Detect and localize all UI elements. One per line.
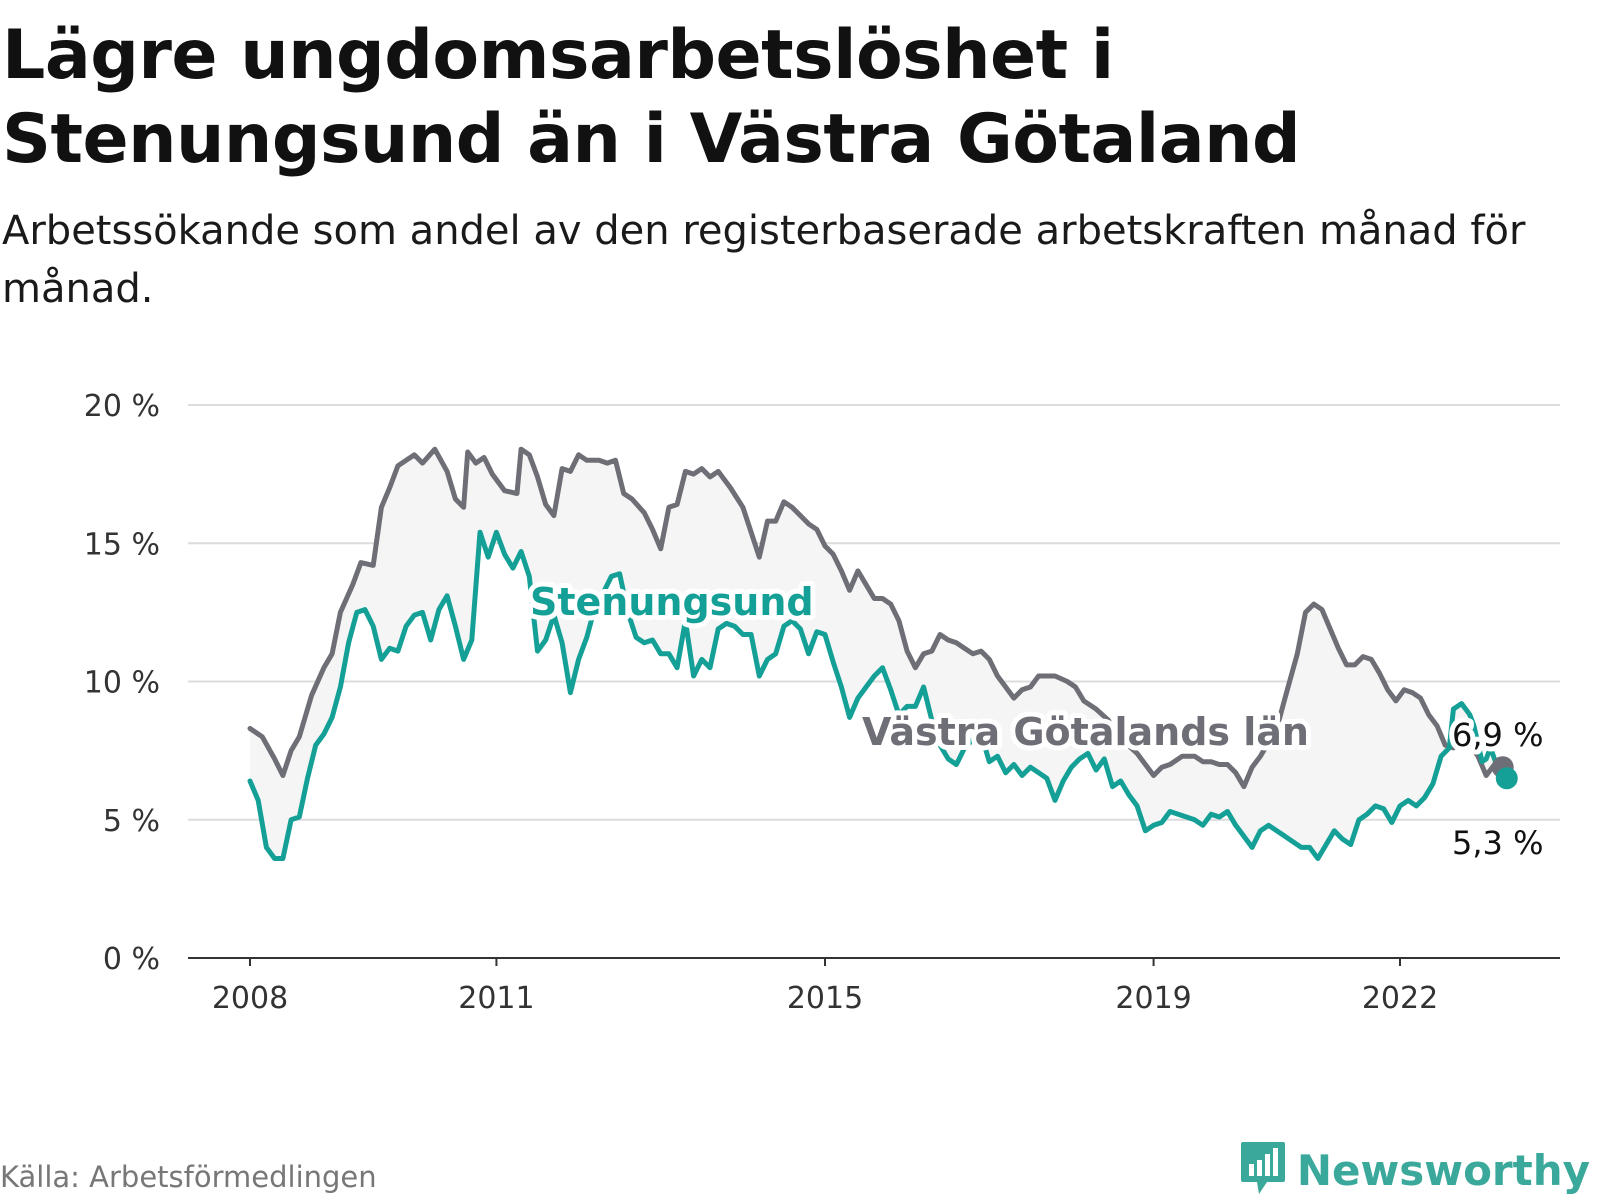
x-tick-label: 2015	[787, 981, 863, 1016]
chart-title: Lägre ungdomsarbetslöshet i Stenungsund …	[2, 16, 1301, 179]
end-value-vastra-gotaland-halo: 6,9 %	[1452, 716, 1543, 754]
brand-name: Newsworthy	[1296, 1145, 1590, 1195]
y-tick-label: 10 %	[84, 666, 160, 701]
newsworthy-brand: Newsworthy	[1239, 1140, 1590, 1200]
y-tick-label: 15 %	[84, 527, 160, 562]
series-label-vastra-gotaland: Västra Götalands län	[862, 710, 1309, 754]
end-marker-stenungsund	[1495, 767, 1518, 790]
end-value-stenungsund: 5,3 %	[1452, 824, 1543, 862]
source-note: Källa: Arbetsförmedlingen	[0, 1160, 377, 1194]
series-label-vastra-gotaland-halo: Västra Götalands län	[862, 710, 1309, 754]
series-label-stenungsund-halo: Stenungsund	[530, 580, 814, 624]
end-value-vastra-gotaland: 6,9 %	[1452, 716, 1543, 754]
x-tick-label: 2008	[212, 981, 288, 1016]
series-line-vastra-gotaland	[247, 446, 1506, 790]
y-tick-label: 0 %	[103, 942, 160, 977]
difference-band-area	[250, 449, 1507, 859]
x-tick-label: 2019	[1115, 981, 1191, 1016]
x-tick-label: 2011	[458, 981, 534, 1016]
y-tick-label: 20 %	[84, 389, 160, 424]
difference-band	[250, 449, 1507, 859]
bar-chart-speech-bubble-icon	[1239, 1140, 1287, 1200]
x-tick-label: 2022	[1362, 981, 1438, 1016]
series-line-stenungsund	[247, 529, 1510, 861]
y-tick-label: 5 %	[103, 804, 160, 839]
series-label-stenungsund: Stenungsund	[530, 580, 814, 624]
chart-subtitle: Arbetssökande som andel av den registerb…	[2, 208, 1526, 312]
series-lines	[247, 446, 1518, 861]
end-value-stenungsund-halo: 5,3 %	[1452, 824, 1543, 862]
axes: 0 % 5 % 10 % 15 % 20 % 2008 2011 2015 2019 2022	[84, 389, 1560, 1016]
